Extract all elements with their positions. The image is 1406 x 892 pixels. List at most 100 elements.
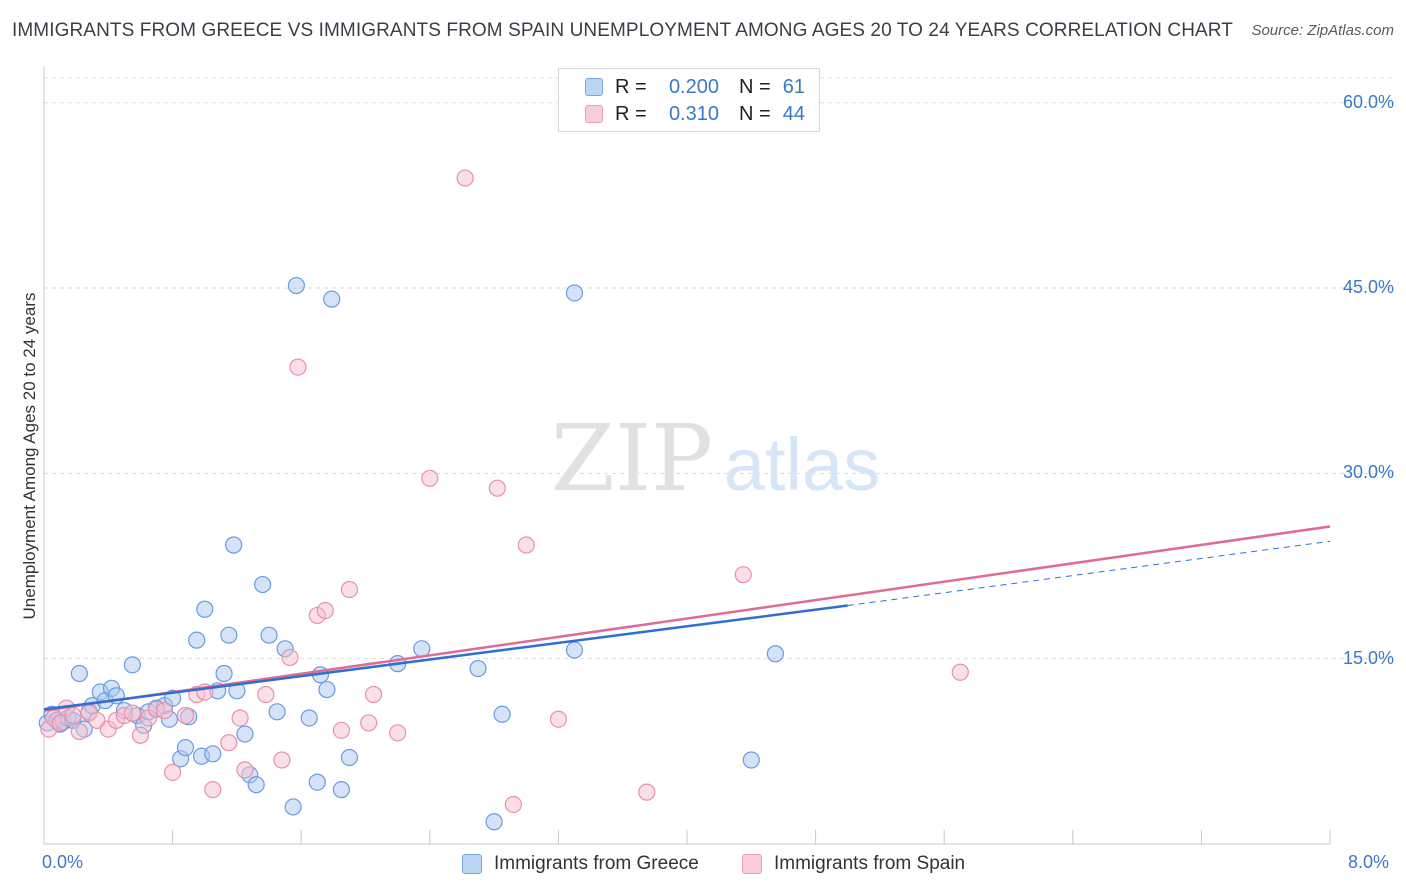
greece-point: [176, 739, 195, 757]
x-tick-label-min: 0.0%: [42, 852, 84, 872]
spain-point: [231, 709, 249, 727]
greece-point: [323, 290, 341, 308]
greece-point: [215, 664, 233, 683]
grid-lines: [44, 77, 1394, 660]
spain-point: [638, 783, 656, 801]
greece-point: [123, 656, 142, 674]
greece-trend-line: [43, 604, 848, 711]
greece-point: [469, 659, 487, 678]
spain-point: [236, 761, 254, 779]
spain-point: [549, 710, 568, 728]
y-axis-label: Unemployment Among Ages 20 to 24 years: [20, 292, 39, 620]
spain-n-value: 44: [782, 102, 805, 125]
greece-legend-label: Immigrants from Greece: [494, 853, 699, 874]
greece-point: [196, 600, 214, 618]
spain-r-value: 0.310: [668, 102, 719, 125]
spain-point: [257, 685, 275, 704]
spain-point: [164, 763, 182, 781]
spain-point: [273, 751, 291, 769]
greece-point: [204, 745, 222, 763]
spain-point: [421, 469, 439, 487]
greece-point: [225, 536, 243, 554]
spain-swatch: [585, 105, 603, 123]
watermark-atlas: atlas: [724, 423, 880, 506]
stats-legend: R = 0.200 N = 61 R = 0.310 N = 44: [558, 68, 820, 132]
watermark: ZIP atlas: [551, 405, 880, 512]
bottom-legend-spain: Immigrants from Spain: [742, 852, 965, 876]
spain-point: [360, 714, 378, 732]
spain-point: [951, 663, 969, 681]
axes: [43, 66, 1331, 845]
legend-row-spain: R = 0.310 N = 44: [585, 103, 805, 125]
spain-point: [316, 601, 334, 620]
spain-point: [332, 721, 350, 739]
greece-point: [413, 640, 431, 658]
trend-lines: [43, 525, 1331, 712]
greece-point: [318, 680, 336, 699]
greece-point: [268, 703, 286, 721]
greece-point: [308, 773, 326, 791]
greece-point: [565, 284, 584, 302]
spain-point: [340, 580, 359, 599]
spain-legend-swatch: [742, 854, 762, 874]
greece-point: [766, 645, 785, 663]
greece-point: [236, 725, 254, 743]
spain-legend-label: Immigrants from Spain: [774, 853, 966, 874]
y-tick-label: 30.0%: [1342, 462, 1394, 483]
greece-point: [247, 776, 265, 794]
spain-point: [488, 479, 506, 497]
greece-r-value: 0.200: [668, 75, 719, 98]
spain-point: [131, 726, 150, 744]
greece-point: [188, 631, 206, 649]
n-label: N =: [739, 75, 771, 98]
r-label: R =: [615, 75, 647, 98]
greece-point: [70, 664, 88, 683]
chart-title: IMMIGRANTS FROM GREECE VS IMMIGRANTS FRO…: [12, 20, 1233, 41]
greece-trend-extension: [847, 540, 1331, 607]
r-label: R =: [615, 102, 647, 125]
greece-point: [332, 781, 350, 799]
spain-point: [220, 734, 238, 752]
greece-point: [300, 709, 318, 727]
greece-point: [742, 751, 760, 769]
legend-row-greece: R = 0.200 N = 61: [585, 76, 805, 98]
spain-point: [88, 711, 106, 730]
spain-point: [734, 566, 752, 584]
spain-point: [281, 648, 299, 667]
spain-point: [204, 781, 222, 799]
spain-point: [123, 704, 142, 722]
bottom-legend-greece: Immigrants from Greece: [462, 852, 699, 876]
spain-point: [289, 358, 307, 376]
greece-point: [565, 641, 584, 659]
greece-point: [254, 575, 272, 594]
greece-point: [485, 813, 503, 831]
y-tick-label: 60.0%: [1342, 91, 1394, 112]
greece-point: [493, 705, 511, 723]
spain-point: [51, 714, 69, 732]
spain-point: [64, 706, 82, 725]
spain-point: [504, 795, 522, 814]
spain-point: [456, 169, 474, 187]
greece-swatch: [585, 78, 603, 96]
greece-point: [287, 276, 305, 295]
greece-legend-swatch: [462, 854, 482, 874]
greece-point: [260, 626, 278, 644]
spain-point: [389, 724, 407, 742]
watermark-zip: ZIP: [551, 405, 713, 512]
x-tick-label-max: 8.0%: [1348, 852, 1390, 872]
spain-point: [176, 706, 195, 725]
series-spain-points: [40, 169, 969, 814]
source-credit: Source: ZipAtlas.com: [1251, 22, 1394, 39]
spain-point: [517, 536, 535, 554]
spain-point: [364, 685, 383, 704]
series-greece-points: [38, 276, 785, 831]
n-label: N =: [739, 102, 771, 125]
spain-trend-line: [43, 525, 1331, 712]
y-tick-label: 45.0%: [1342, 277, 1394, 298]
y-tick-label: 15.0%: [1342, 647, 1394, 668]
spain-point: [155, 701, 174, 720]
greece-point: [284, 798, 302, 816]
greece-point: [220, 626, 238, 644]
spain-point: [70, 722, 88, 741]
